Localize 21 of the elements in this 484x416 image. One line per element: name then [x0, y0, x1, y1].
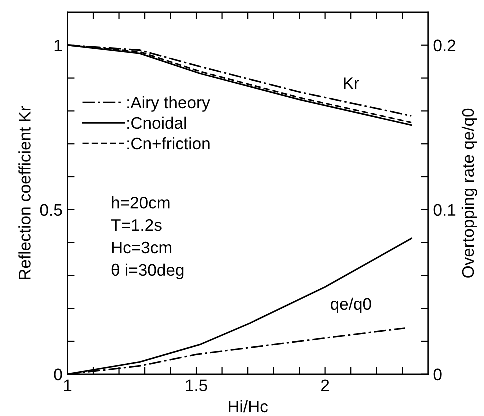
x-tick-label: 1: [64, 380, 72, 392]
annotation: h=20cm: [112, 196, 170, 209]
x-axis-title: Hi/Hc: [229, 400, 268, 413]
annotation: qe/q0: [331, 298, 372, 314]
legend-label: :Cn+friction: [128, 137, 210, 150]
x-tick-label: 1.5: [186, 380, 208, 392]
y-tick-label: 0.5: [40, 204, 62, 216]
annotation: T=1.2s: [111, 219, 162, 232]
y2-tick-label: 0.1: [434, 204, 456, 216]
y-tick-label: 0: [54, 368, 62, 381]
annotation: Kr: [344, 78, 360, 90]
legend-label: :Cnoidal: [128, 116, 186, 130]
y-axis-title: Reflection coefficient Kr: [18, 106, 31, 280]
y2-axis-title: Overtopping rate qe/q0: [462, 108, 478, 278]
annotation: Hc=3cm: [112, 242, 172, 254]
y2-tick-label: 0: [434, 368, 442, 381]
y2-tick-label: 0.2: [434, 40, 456, 52]
annotation: θ i=30deg: [112, 264, 184, 280]
legend-label: :Airy theory: [128, 96, 210, 112]
y-tick-label: 1: [54, 40, 62, 52]
x-tick-label: 2: [322, 380, 330, 392]
